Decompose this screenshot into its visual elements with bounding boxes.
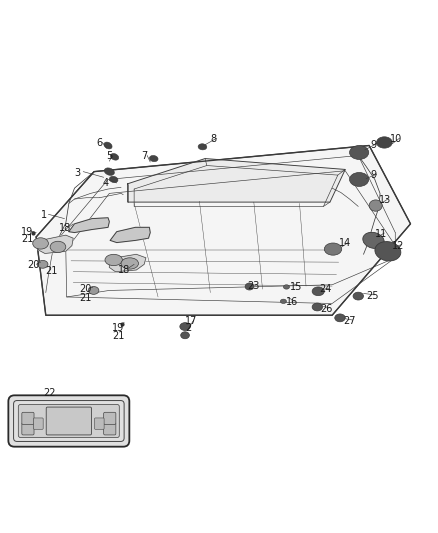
Polygon shape	[69, 218, 110, 232]
FancyBboxPatch shape	[34, 418, 43, 429]
Ellipse shape	[121, 258, 138, 269]
FancyBboxPatch shape	[104, 423, 116, 435]
FancyBboxPatch shape	[46, 407, 92, 435]
Text: 19: 19	[21, 227, 34, 237]
Text: 3: 3	[74, 168, 81, 178]
Ellipse shape	[38, 261, 48, 268]
Text: 7: 7	[141, 151, 147, 161]
Text: 19: 19	[112, 324, 124, 333]
Text: 9: 9	[371, 140, 377, 150]
Ellipse shape	[377, 137, 392, 148]
Text: 12: 12	[392, 240, 405, 251]
Text: 21: 21	[112, 331, 124, 341]
Ellipse shape	[149, 156, 158, 161]
Polygon shape	[110, 228, 150, 243]
FancyBboxPatch shape	[22, 423, 34, 435]
Ellipse shape	[280, 299, 286, 303]
Text: 11: 11	[375, 229, 388, 239]
Text: 18: 18	[59, 223, 71, 233]
Ellipse shape	[104, 168, 114, 175]
Polygon shape	[110, 254, 146, 272]
Text: 5: 5	[106, 151, 113, 161]
Ellipse shape	[110, 176, 118, 183]
Text: 16: 16	[286, 297, 298, 307]
Text: 1: 1	[41, 210, 47, 220]
Text: 21: 21	[45, 266, 58, 276]
Ellipse shape	[324, 243, 342, 255]
Ellipse shape	[353, 292, 364, 300]
Ellipse shape	[363, 232, 384, 248]
FancyBboxPatch shape	[8, 395, 129, 447]
Ellipse shape	[312, 287, 324, 296]
Polygon shape	[39, 235, 73, 254]
Text: 10: 10	[390, 134, 403, 144]
Ellipse shape	[180, 322, 190, 330]
Ellipse shape	[350, 146, 369, 159]
Ellipse shape	[350, 173, 369, 187]
Polygon shape	[127, 158, 345, 202]
Text: 4: 4	[103, 177, 109, 188]
Ellipse shape	[50, 241, 66, 253]
Ellipse shape	[245, 283, 254, 290]
Text: 2: 2	[185, 324, 192, 333]
Text: 25: 25	[366, 290, 378, 301]
Text: 21: 21	[79, 293, 92, 303]
FancyBboxPatch shape	[22, 413, 34, 424]
FancyBboxPatch shape	[95, 418, 104, 429]
Text: 26: 26	[321, 304, 333, 314]
Ellipse shape	[375, 241, 401, 261]
Polygon shape	[36, 146, 410, 315]
Text: 23: 23	[247, 281, 259, 291]
Text: 15: 15	[290, 282, 303, 292]
Text: 13: 13	[379, 195, 392, 205]
FancyBboxPatch shape	[18, 405, 119, 438]
Text: 17: 17	[184, 316, 197, 326]
Text: 22: 22	[43, 387, 56, 398]
Text: 18: 18	[118, 264, 131, 274]
Ellipse shape	[198, 144, 207, 150]
Text: 24: 24	[319, 284, 332, 294]
Ellipse shape	[283, 285, 290, 289]
Ellipse shape	[181, 332, 189, 339]
Text: 14: 14	[339, 238, 351, 248]
Text: 8: 8	[211, 134, 217, 144]
Ellipse shape	[33, 238, 48, 249]
Text: 21: 21	[21, 234, 34, 244]
Text: 27: 27	[343, 316, 356, 326]
Text: 20: 20	[79, 284, 92, 294]
Ellipse shape	[369, 200, 382, 211]
Ellipse shape	[88, 287, 99, 294]
FancyBboxPatch shape	[104, 413, 116, 424]
Ellipse shape	[335, 314, 345, 322]
Ellipse shape	[104, 142, 112, 149]
Ellipse shape	[105, 254, 122, 265]
Ellipse shape	[312, 303, 322, 311]
Text: 6: 6	[96, 139, 102, 148]
Ellipse shape	[110, 154, 119, 160]
Text: 20: 20	[27, 260, 39, 270]
Text: 9: 9	[371, 170, 377, 180]
